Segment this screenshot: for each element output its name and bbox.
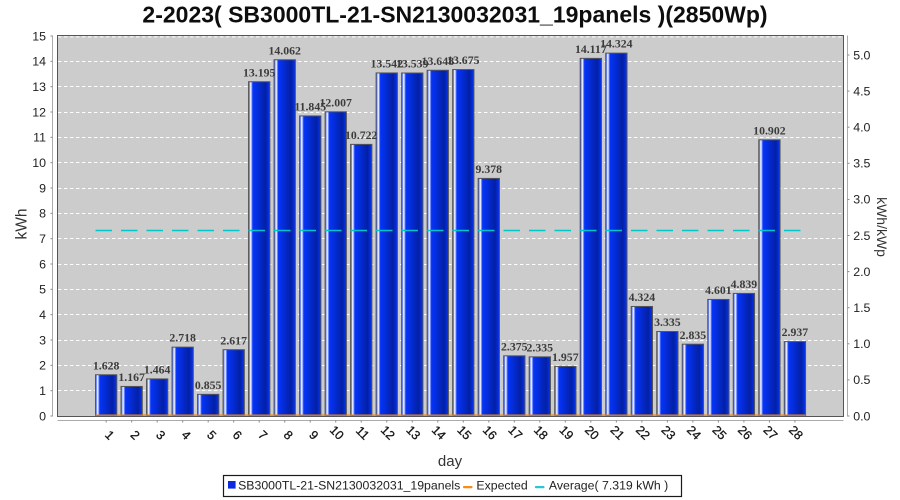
- svg-text:15: 15: [32, 29, 46, 43]
- svg-text:10.722: 10.722: [345, 128, 378, 142]
- svg-text:6: 6: [39, 257, 46, 271]
- svg-text:2.0: 2.0: [853, 265, 870, 279]
- svg-text:4.324: 4.324: [629, 290, 656, 304]
- svg-text:11.845: 11.845: [294, 100, 326, 114]
- svg-text:2.5: 2.5: [853, 229, 870, 243]
- svg-text:1.628: 1.628: [93, 358, 120, 372]
- svg-text:2: 2: [39, 359, 46, 373]
- svg-text:9.378: 9.378: [476, 162, 503, 176]
- svg-text:13: 13: [32, 80, 46, 94]
- svg-text:3.0: 3.0: [853, 193, 870, 207]
- svg-text:3.5: 3.5: [853, 157, 870, 171]
- svg-text:day: day: [438, 453, 463, 470]
- svg-text:5.0: 5.0: [853, 48, 870, 62]
- svg-text:1.957: 1.957: [552, 350, 579, 364]
- svg-text:2-2023( SB3000TL-21-SN21300320: 2-2023( SB3000TL-21-SN2130032031_19panel…: [142, 2, 767, 28]
- svg-text:12: 12: [32, 105, 46, 119]
- svg-text:14: 14: [32, 55, 46, 69]
- svg-text:14.117: 14.117: [575, 42, 607, 56]
- svg-text:2.835: 2.835: [680, 328, 707, 342]
- svg-text:4.5: 4.5: [853, 84, 870, 98]
- svg-text:4.601: 4.601: [705, 283, 732, 297]
- svg-text:kWh: kWh: [14, 209, 31, 240]
- svg-text:2.718: 2.718: [169, 331, 196, 345]
- svg-text:5: 5: [39, 283, 46, 297]
- svg-text:1.0: 1.0: [853, 337, 870, 351]
- svg-text:3: 3: [39, 333, 46, 347]
- svg-text:13.675: 13.675: [447, 53, 480, 67]
- svg-text:10: 10: [32, 156, 46, 170]
- svg-text:1: 1: [39, 384, 46, 398]
- svg-text:4.0: 4.0: [853, 121, 870, 135]
- svg-text:4.839: 4.839: [731, 277, 758, 291]
- svg-text:12.007: 12.007: [320, 95, 353, 109]
- svg-text:2.375: 2.375: [501, 339, 528, 353]
- svg-text:0.5: 0.5: [853, 373, 870, 387]
- svg-text:13.542: 13.542: [371, 57, 404, 71]
- svg-text:SB3000TL-21-SN2130032031_19pan: SB3000TL-21-SN2130032031_19panels: [238, 478, 460, 492]
- svg-text:2.937: 2.937: [782, 325, 809, 339]
- svg-text:13.648: 13.648: [422, 54, 455, 68]
- svg-text:0.855: 0.855: [195, 378, 222, 392]
- svg-text:Expected: Expected: [476, 478, 527, 492]
- svg-text:10.902: 10.902: [753, 123, 786, 137]
- svg-text:0: 0: [39, 409, 46, 423]
- svg-text:7: 7: [39, 232, 46, 246]
- svg-text:14.062: 14.062: [268, 43, 301, 57]
- svg-text:1.464: 1.464: [144, 363, 171, 377]
- svg-text:8: 8: [39, 207, 46, 221]
- svg-text:Average( 7.319 kWh ): Average( 7.319 kWh ): [549, 478, 668, 492]
- svg-text:11: 11: [33, 131, 46, 145]
- svg-text:3.335: 3.335: [654, 315, 681, 329]
- svg-text:14.324: 14.324: [600, 37, 633, 51]
- svg-text:1.167: 1.167: [118, 370, 145, 384]
- svg-text:1.5: 1.5: [853, 301, 870, 315]
- svg-text:13.195: 13.195: [243, 65, 276, 79]
- svg-text:kWh/kWp: kWh/kWp: [874, 197, 890, 257]
- svg-text:4: 4: [39, 308, 46, 322]
- svg-text:2.617: 2.617: [220, 333, 247, 347]
- svg-text:13.539: 13.539: [396, 57, 429, 71]
- svg-text:0.0: 0.0: [853, 409, 870, 423]
- svg-text:9: 9: [39, 181, 46, 195]
- svg-text:2.335: 2.335: [527, 340, 554, 354]
